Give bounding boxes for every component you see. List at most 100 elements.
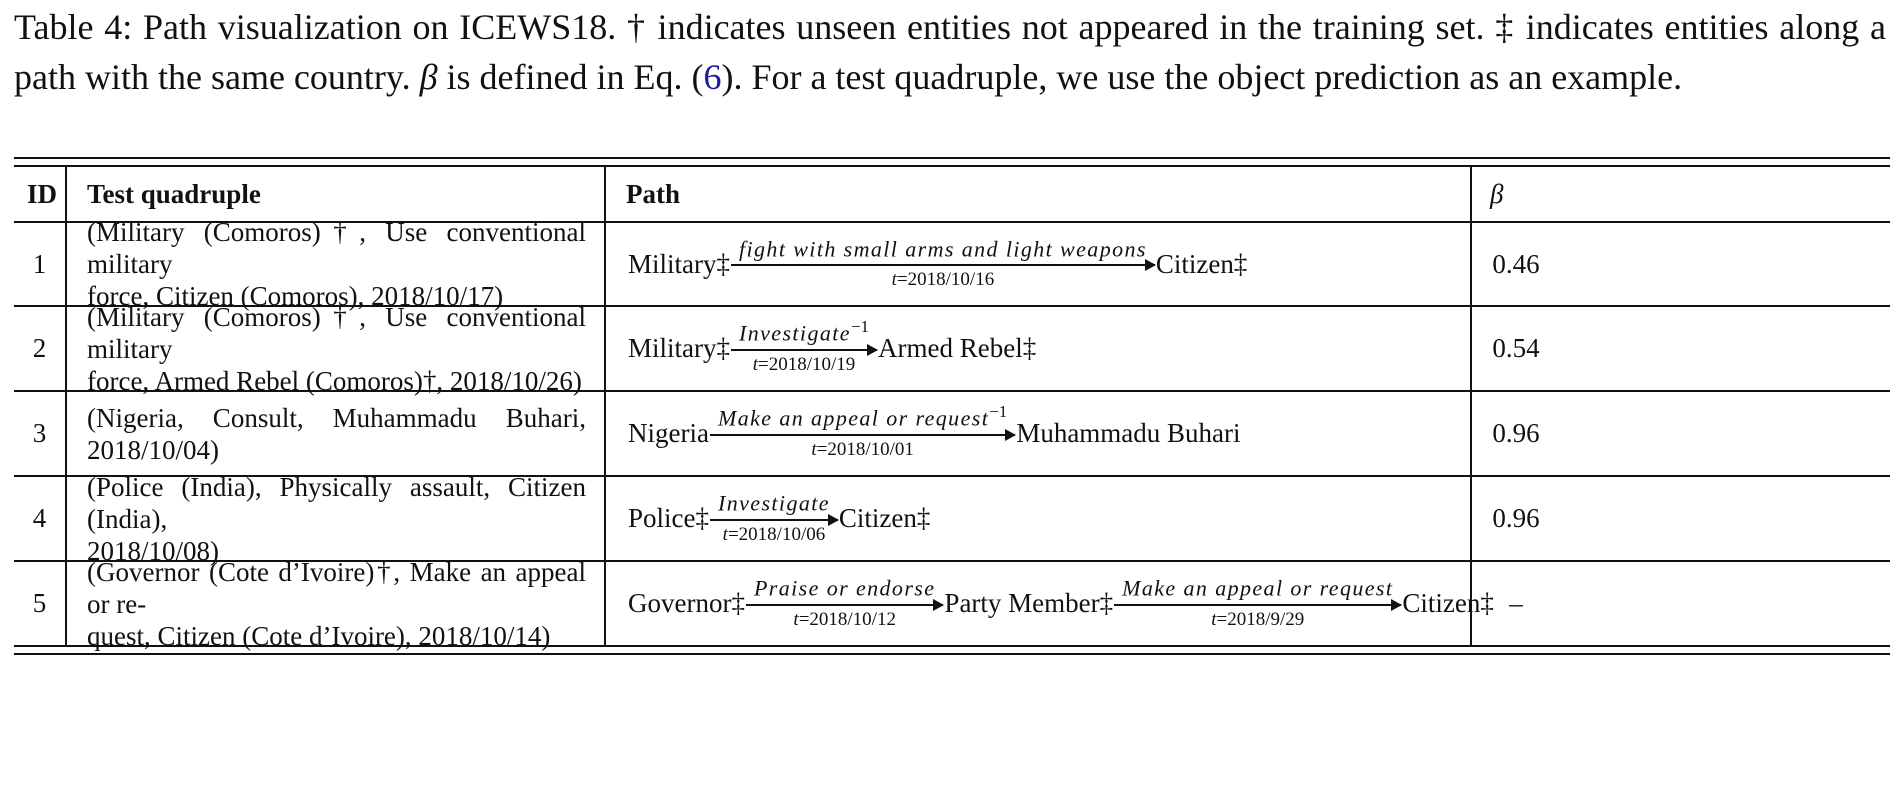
caption-lead: Table 4: Path visualization on ICEWS18. … — [14, 7, 1886, 97]
relation-label: Make an appeal or request−1 — [710, 399, 1015, 431]
quadruple-line: (Governor (Cote d’Ivoire)†, Make an appe… — [87, 556, 586, 619]
test-quadruple-cell: (Police (India), Physically assault, Cit… — [75, 472, 604, 566]
path-entity: Nigeria — [628, 418, 709, 448]
table-bottom-rule-1 — [14, 645, 1890, 647]
header-path: Path — [626, 178, 680, 209]
header-id: ID — [26, 178, 57, 209]
caption-beta-symbol: β — [419, 57, 438, 97]
arrow-shaft — [731, 343, 879, 356]
caption-tail: ). For a test quadruple, we use the obje… — [721, 57, 1683, 97]
relation-arrow: Make an appeal or request−1 t=2018/10/01 — [709, 399, 1017, 464]
row-id: 1 — [32, 248, 47, 279]
path-entity: Citizen‡ — [1155, 248, 1248, 279]
timestamp-label: t=2018/9/29 — [1114, 606, 1401, 634]
path-entity: Citizen‡ — [1402, 588, 1494, 618]
beta-value: – — [1509, 588, 1523, 618]
column-divider — [65, 167, 67, 645]
beta-value: 0.46 — [1492, 248, 1540, 279]
timestamp-label: t=2018/10/19 — [731, 351, 877, 379]
column-divider — [604, 167, 606, 645]
row-id: 3 — [32, 418, 47, 448]
relation-label: Praise or endorse — [746, 569, 943, 601]
path-entity: Party Member‡ — [944, 588, 1114, 618]
relation-text: Investigate — [718, 490, 830, 516]
timestamp-value: =2018/10/06 — [727, 523, 826, 545]
header-test-quadruple: Test quadruple — [87, 178, 261, 209]
path-cell: Nigeria Make an appeal or request−1 t=20… — [604, 392, 1470, 475]
row-id: 2 — [32, 333, 47, 363]
relation-inverse-marker: −1 — [989, 402, 1008, 422]
row-id: 5 — [32, 588, 47, 618]
relation-text: Investigate — [739, 320, 851, 346]
path-entity: Citizen‡ — [838, 503, 931, 533]
relation-label: Investigate−1 — [731, 314, 877, 346]
row-divider — [14, 560, 1890, 562]
arrow-shaft — [731, 259, 1156, 272]
quadruple-line: (Military (Comoros)†, Use conventional m… — [87, 217, 586, 279]
row-divider — [14, 475, 1890, 477]
timestamp-value: =2018/10/16 — [896, 269, 995, 291]
table-caption: Table 4: Path visualization on ICEWS18. … — [14, 2, 1886, 102]
timestamp-label: t=2018/10/16 — [731, 266, 1155, 294]
arrow-shaft — [1114, 598, 1403, 611]
test-quadruple-cell: (Military (Comoros)†, Use conventional m… — [75, 302, 604, 396]
header-bottom-rule — [14, 221, 1890, 223]
table-top-rule-1 — [14, 157, 1890, 159]
timestamp-value: =2018/10/01 — [816, 438, 914, 460]
time-variable: t — [891, 269, 897, 291]
relation-text: Make an appeal or request — [717, 405, 990, 431]
relation-label: Investigate — [710, 484, 838, 516]
quadruple-line: (Nigeria, Consult, Muhammadu Buhari, 201… — [87, 402, 586, 465]
time-variable: t — [1211, 608, 1217, 630]
relation-label: Make an appeal or request — [1114, 569, 1401, 601]
relation-arrow: Investigate t=2018/10/06 — [710, 484, 839, 549]
path-cell: Governor‡ Praise or endorse t=2018/10/12… — [604, 562, 1494, 645]
header-beta-symbol: β — [1490, 178, 1504, 209]
timestamp-value: =2018/10/12 — [798, 608, 896, 630]
test-quadruple-cell: (Governor (Cote d’Ivoire)†, Make an appe… — [75, 557, 604, 651]
relation-label: fight with small arms and light weapons — [731, 230, 1155, 262]
table-bottom-rule-2 — [14, 653, 1890, 655]
relation-text: Make an appeal or request — [1122, 575, 1394, 601]
row-divider — [14, 305, 1890, 307]
relation-arrow: Investigate−1 t=2018/10/19 — [731, 314, 879, 379]
relation-inverse-marker: −1 — [850, 317, 870, 337]
path-cell: Military‡ Investigate−1 t=2018/10/19 Arm… — [604, 307, 1470, 390]
relation-arrow: Praise or endorse t=2018/10/12 — [745, 569, 945, 634]
timestamp-label: t=2018/10/01 — [710, 436, 1015, 464]
time-variable: t — [752, 353, 758, 375]
relation-text: fight with small arms and light weapons — [739, 236, 1147, 262]
arrow-shaft — [710, 513, 839, 526]
path-entity: Governor‡ — [628, 588, 745, 618]
quadruple-line: force, Armed Rebel (Comoros)†, 2018/10/2… — [87, 365, 582, 396]
path-entity: Muhammadu Buhari — [1016, 418, 1241, 448]
quadruple-line: (Police (India), Physically assault, Cit… — [87, 471, 586, 534]
beta-value: 0.96 — [1492, 418, 1540, 448]
row-divider — [14, 390, 1890, 392]
path-entity: Police‡ — [628, 503, 709, 533]
test-quadruple-cell: (Military (Comoros)†, Use conventional m… — [75, 217, 604, 311]
timestamp-value: =2018/10/19 — [758, 353, 856, 375]
path-entity: Armed Rebel‡ — [878, 333, 1037, 363]
relation-arrow: fight with small arms and light weapons … — [731, 230, 1156, 294]
quadruple-line: 2018/10/08) — [87, 535, 219, 566]
relation-text: Praise or endorse — [753, 575, 936, 601]
table-top-rule-2 — [14, 165, 1890, 167]
caption-mid: is defined in Eq. ( — [437, 57, 704, 97]
path-entity: Military‡ — [628, 333, 730, 363]
equation-reference-link[interactable]: 6 — [703, 57, 722, 97]
path-cell: Military‡ fight with small arms and ligh… — [604, 223, 1470, 305]
path-entity: Military‡ — [628, 248, 730, 279]
beta-value: 0.96 — [1492, 503, 1540, 533]
quadruple-line: force, Citizen (Comoros), 2018/10/17) — [87, 281, 504, 311]
path-cell: Police‡ Investigate t=2018/10/06 Citizen… — [604, 477, 1470, 560]
column-divider — [1470, 167, 1472, 645]
arrow-shaft — [709, 428, 1017, 441]
time-variable: t — [793, 608, 799, 630]
time-variable: t — [722, 523, 728, 545]
time-variable: t — [811, 438, 817, 460]
quadruple-line: (Military (Comoros)†, Use conventional m… — [87, 301, 586, 364]
timestamp-label: t=2018/10/06 — [710, 521, 838, 549]
timestamp-label: t=2018/10/12 — [746, 606, 943, 634]
arrow-shaft — [745, 598, 945, 611]
